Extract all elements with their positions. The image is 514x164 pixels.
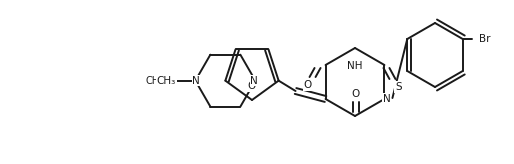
Text: NH: NH — [347, 61, 363, 71]
Text: S: S — [395, 82, 402, 92]
Text: CH₃: CH₃ — [157, 76, 176, 86]
Text: N: N — [250, 76, 258, 86]
Text: CH₃: CH₃ — [145, 76, 163, 86]
Text: O: O — [303, 80, 311, 90]
Text: N: N — [382, 94, 390, 104]
Text: O: O — [351, 89, 359, 99]
Text: Br: Br — [479, 34, 490, 44]
Text: N: N — [193, 76, 200, 86]
Text: O: O — [248, 81, 256, 91]
